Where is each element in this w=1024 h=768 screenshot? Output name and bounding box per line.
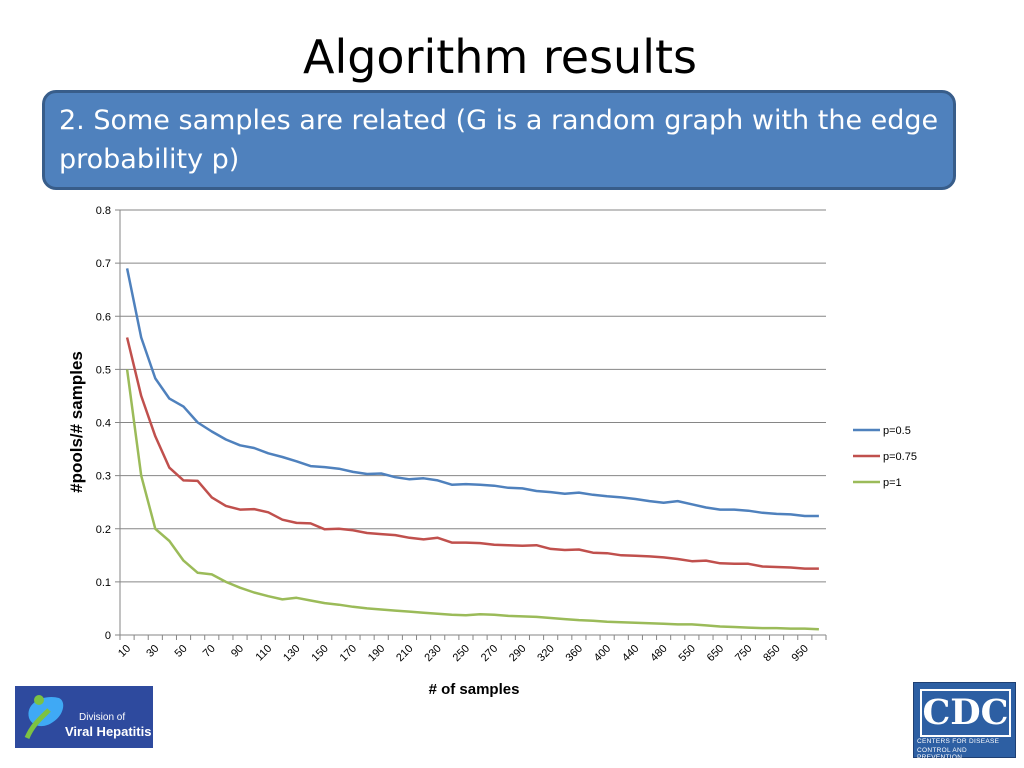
x-tick-label: 440 [620,643,641,664]
series-line-p=1 [125,369,819,631]
x-tick-label: 10 [116,643,133,660]
cdc-mark-box: CDC [920,689,1011,737]
x-tick-label: 550 [677,643,698,664]
series-line-p=0.5 [125,268,819,518]
y-tick-label: 0.2 [96,524,111,536]
logo-viral-hepatitis-text: Viral Hepatitis [65,724,152,739]
x-tick-label: 290 [507,643,528,664]
x-tick-label: 650 [705,643,726,664]
callout-box: 2. Some samples are related (G is a rand… [42,90,956,190]
legend-label: p=1 [883,477,902,489]
y-axis-label: #pools/# samples [67,351,86,493]
x-tick-label: 130 [281,643,302,664]
cdc-subtitle-line2: CONTROL AND PREVENTION [917,747,968,761]
y-tick-label: 0 [105,630,111,642]
x-tick-label: 30 [144,643,161,660]
y-tick-label: 0.1 [96,577,111,589]
x-tick-label: 270 [479,643,500,664]
y-tick-label: 0.5 [96,364,111,376]
logo-division-text: Division of [79,712,126,723]
x-tick-label: 950 [789,643,810,664]
callout-text: 2. Some samples are related (G is a rand… [59,105,939,175]
legend: p=0.5 p=0.75 p=1 [853,425,917,489]
x-tick-label: 750 [733,643,754,664]
y-tick-label: 0.4 [96,418,111,430]
y-tick-label: 0.8 [96,205,111,217]
legend-label: p=0.75 [883,451,917,463]
x-tick-label: 230 [422,643,443,664]
x-tick-label: 70 [201,643,218,660]
cdc-subtitle-line1: CENTERS FOR DISEASE [917,738,1000,745]
x-tick-label: 360 [564,643,585,664]
legend-label: p=0.5 [883,425,911,437]
x-tick-label: 400 [592,643,613,664]
x-axis-label: # of samples [429,681,520,698]
cdc-logo: CDC CENTERS FOR DISEASE CONTROL AND PREV… [913,682,1016,761]
x-tick-label: 190 [366,643,387,664]
cdc-mark-text: CDC [922,692,1009,733]
slide-title: Algorithm results [302,30,697,84]
x-tick-label: 90 [229,643,246,660]
x-tick-label: 480 [648,643,669,664]
series-lines [125,268,819,631]
x-tick-label: 170 [338,643,359,664]
x-tick-label: 110 [253,643,274,664]
x-tick-label: 150 [309,643,330,664]
y-tick-label: 0.6 [96,311,111,323]
x-tick-label: 320 [535,643,556,664]
line-chart: 0 0.1 0.2 0.3 0.4 0.5 0.6 0.7 0.8 10 30 50 70 90 110 13… [67,205,917,698]
series-line-p=0.75 [125,337,819,570]
axes: 0 0.1 0.2 0.3 0.4 0.5 0.6 0.7 0.8 10 30 50 70 90 110 13… [96,205,827,664]
x-tick-label: 250 [451,643,472,664]
division-viral-hepatitis-logo: Division of Viral Hepatitis [15,686,153,748]
y-tick-label: 0.3 [96,471,111,483]
gridlines [120,209,826,583]
x-tick-label: 50 [173,643,190,660]
y-tick-label: 0.7 [96,258,111,270]
x-tick-label: 210 [394,643,415,664]
liver-figure-icon [24,695,64,740]
x-tick-label: 850 [761,643,782,664]
